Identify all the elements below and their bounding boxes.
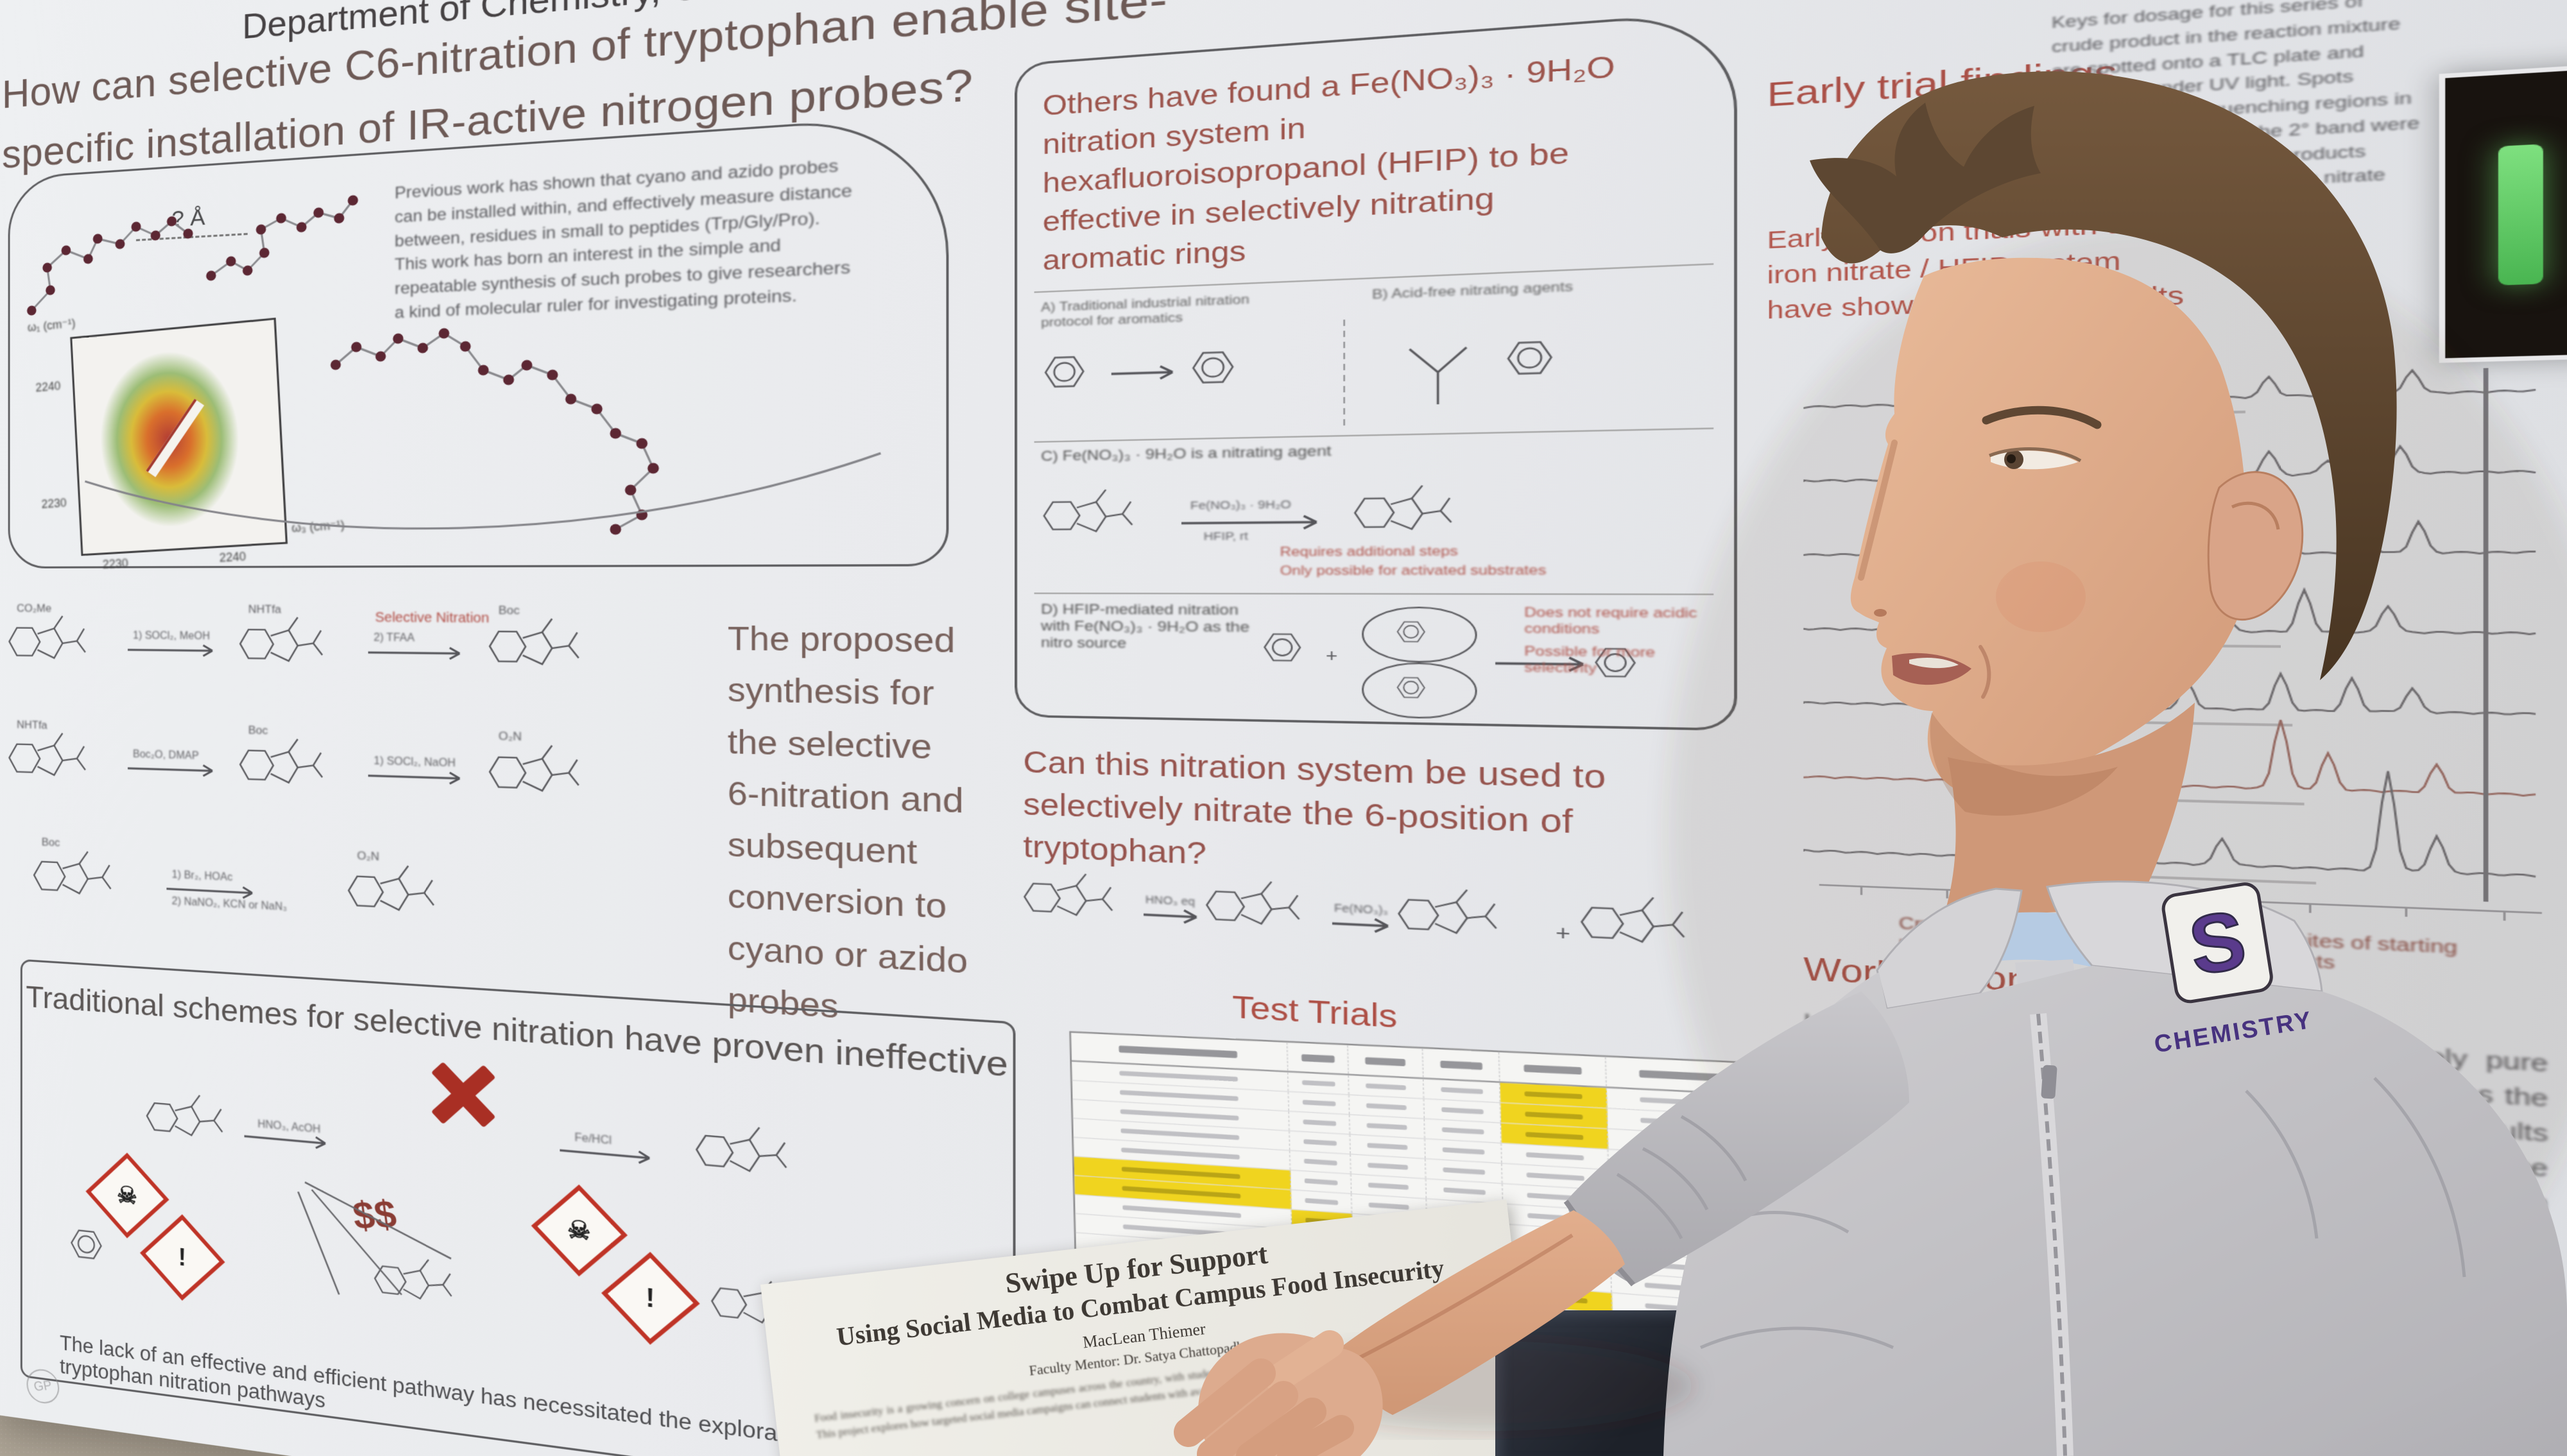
photo-scene: Azido Tryptophan Probe Synthesis Sheldon… (0, 0, 2567, 1456)
zipper-pull-icon (2041, 1065, 2057, 1099)
cheek (1996, 561, 2086, 632)
nostril (1874, 609, 1887, 617)
pupil (2007, 454, 2016, 463)
presenter: S CHEMISTRY (0, 0, 2567, 1456)
